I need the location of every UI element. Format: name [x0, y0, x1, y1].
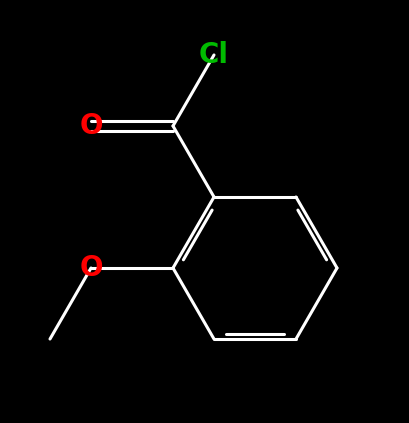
Text: O: O	[79, 254, 103, 282]
Text: Cl: Cl	[199, 41, 229, 69]
Text: O: O	[79, 112, 103, 140]
